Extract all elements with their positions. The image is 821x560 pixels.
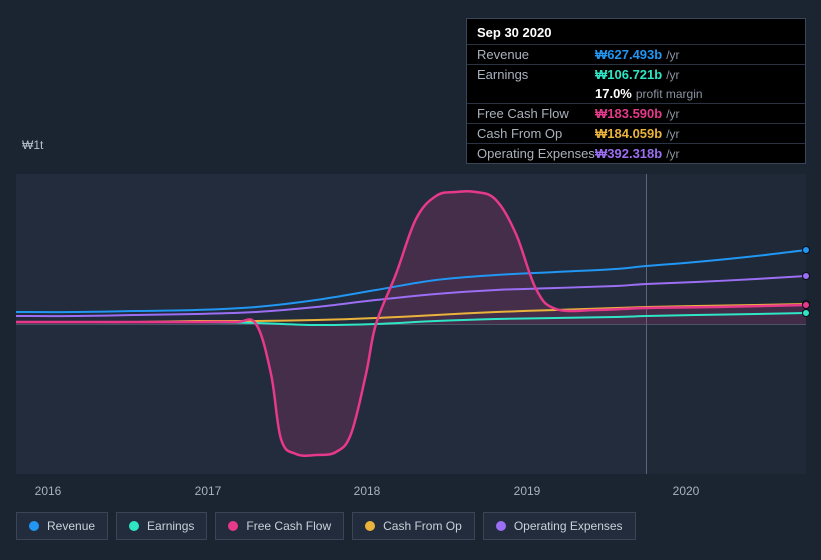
- tooltip-row: Earnings₩106.721b/yr: [467, 64, 805, 84]
- tooltip-row-value: ₩392.318b: [595, 146, 662, 161]
- tooltip-row-unit: profit margin: [636, 87, 703, 101]
- legend-label: Free Cash Flow: [246, 519, 331, 533]
- series-endpoint-operating-expenses: [802, 272, 810, 280]
- legend-item-free-cash-flow[interactable]: Free Cash Flow: [215, 512, 344, 540]
- tooltip-row: Cash From Op₩184.059b/yr: [467, 123, 805, 143]
- legend-item-earnings[interactable]: Earnings: [116, 512, 207, 540]
- chart-area: ₩1t₩0-₩1t: [16, 152, 806, 502]
- legend-item-revenue[interactable]: Revenue: [16, 512, 108, 540]
- series-endpoint-free-cash-flow: [802, 301, 810, 309]
- tooltip-row-unit: /yr: [666, 147, 679, 161]
- series-endpoint-revenue: [802, 246, 810, 254]
- legend-swatch: [129, 521, 139, 531]
- x-axis-tick: 2019: [514, 484, 541, 498]
- x-axis-tick: 2017: [195, 484, 222, 498]
- tooltip-row-value: ₩183.590b: [595, 106, 662, 121]
- tooltip-row-label: Earnings: [477, 67, 595, 82]
- y-axis-label: ₩1t: [22, 138, 43, 152]
- tooltip-row-value: ₩184.059b: [595, 126, 662, 141]
- tooltip-row-unit: /yr: [666, 68, 679, 82]
- tooltip-row: Revenue₩627.493b/yr: [467, 44, 805, 64]
- tooltip-row-label: Cash From Op: [477, 126, 595, 141]
- x-axis: 2016 2017 2018 2019 2020: [16, 484, 806, 504]
- tooltip-row-label: Revenue: [477, 47, 595, 62]
- legend-swatch: [29, 521, 39, 531]
- tooltip-row-value: ₩627.493b: [595, 47, 662, 62]
- tooltip-row-unit: /yr: [666, 107, 679, 121]
- tooltip-row-unit: /yr: [666, 48, 679, 62]
- legend-label: Earnings: [147, 519, 194, 533]
- legend-swatch: [228, 521, 238, 531]
- tooltip-row-value: ₩106.721b: [595, 67, 662, 82]
- plot-region[interactable]: [16, 174, 806, 474]
- x-axis-tick: 2018: [354, 484, 381, 498]
- financials-chart: Sep 30 2020 Revenue₩627.493b/yrEarnings₩…: [0, 0, 821, 560]
- legend-label: Cash From Op: [383, 519, 462, 533]
- x-axis-tick: 2020: [673, 484, 700, 498]
- tooltip-row-label: Operating Expenses: [477, 146, 595, 161]
- legend-label: Revenue: [47, 519, 95, 533]
- tooltip-row-unit: /yr: [666, 127, 679, 141]
- tooltip-date: Sep 30 2020: [467, 19, 805, 44]
- legend-swatch: [365, 521, 375, 531]
- chart-tooltip: Sep 30 2020 Revenue₩627.493b/yrEarnings₩…: [466, 18, 806, 164]
- tooltip-row-label: Free Cash Flow: [477, 106, 595, 121]
- tooltip-row: Operating Expenses₩392.318b/yr: [467, 143, 805, 163]
- legend-item-operating-expenses[interactable]: Operating Expenses: [483, 512, 636, 540]
- series-endpoint-earnings: [802, 309, 810, 317]
- tooltip-row: Free Cash Flow₩183.590b/yr: [467, 103, 805, 123]
- legend-label: Operating Expenses: [514, 519, 623, 533]
- legend: Revenue Earnings Free Cash Flow Cash From O…: [16, 512, 636, 540]
- legend-swatch: [496, 521, 506, 531]
- legend-item-cash-from-op[interactable]: Cash From Op: [352, 512, 475, 540]
- plot-svg: [16, 174, 806, 474]
- x-axis-tick: 2016: [35, 484, 62, 498]
- tooltip-row: 17.0% profit margin: [467, 84, 805, 103]
- tooltip-row-value: 17.0%: [595, 86, 632, 101]
